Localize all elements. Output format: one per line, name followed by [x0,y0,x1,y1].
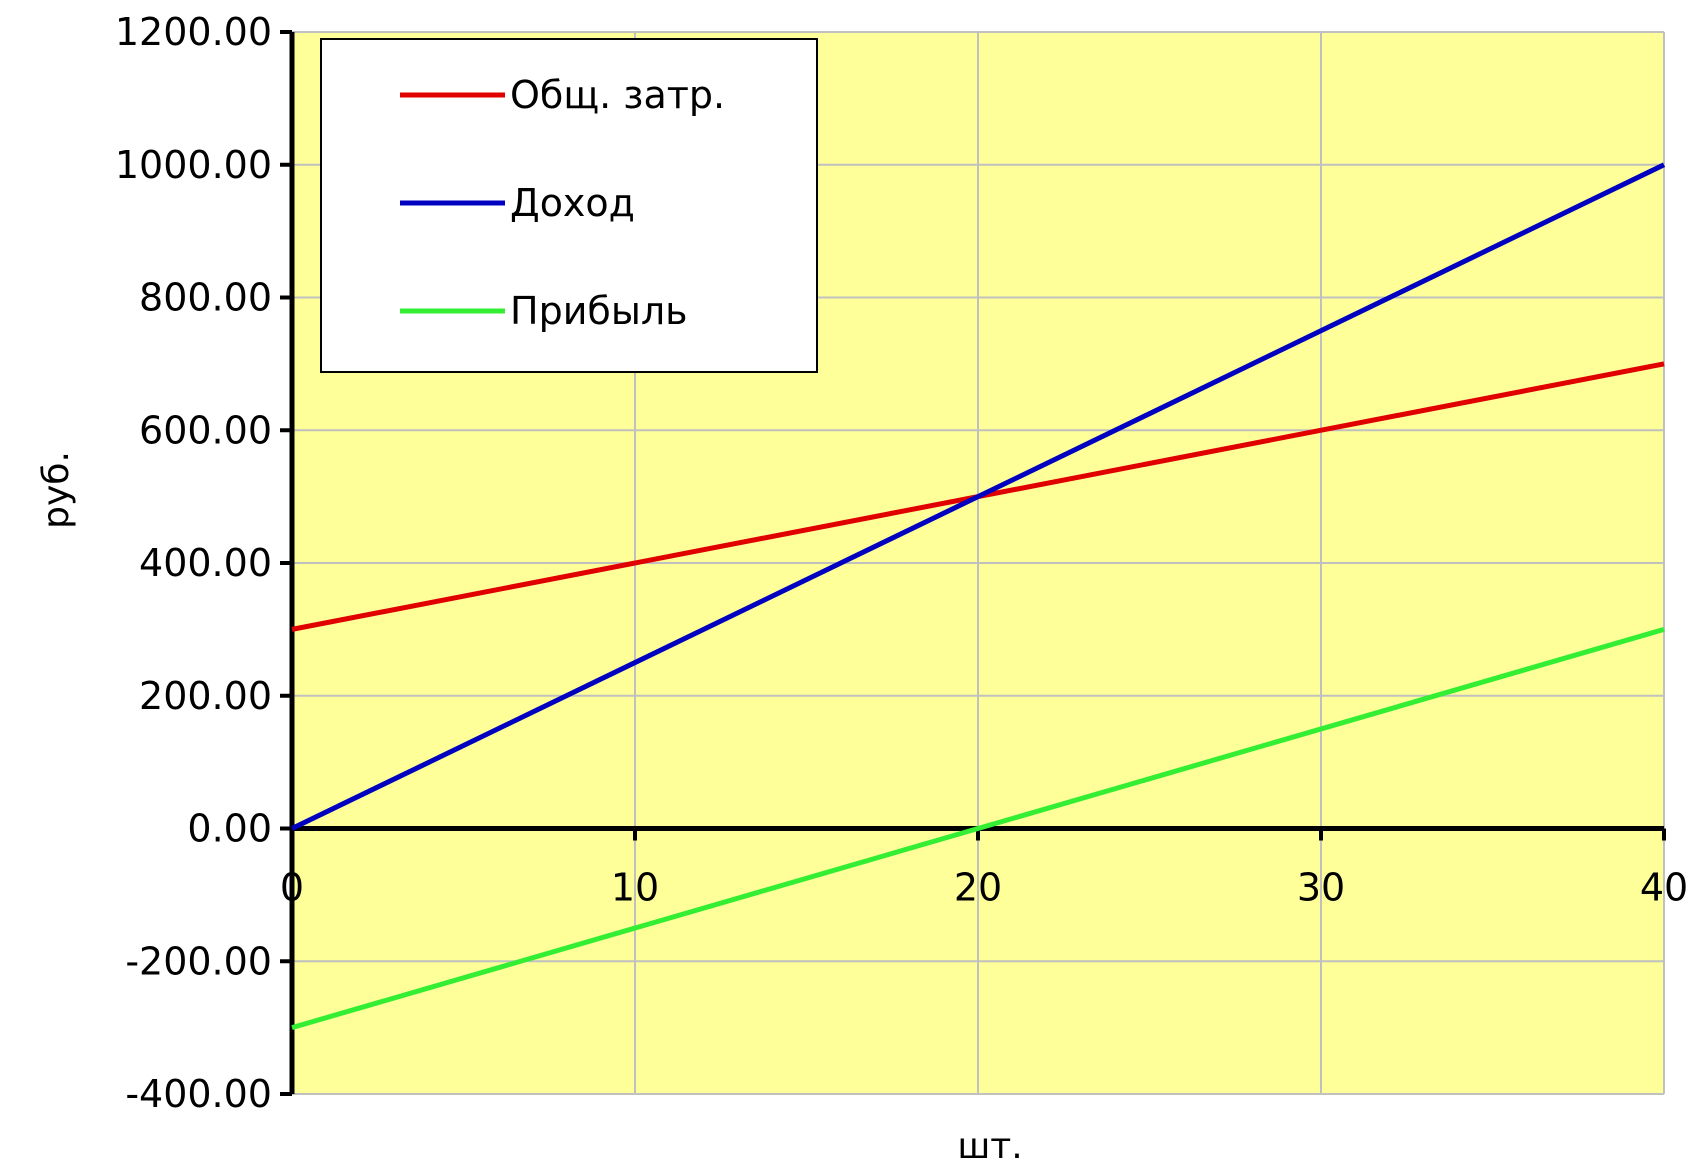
legend-label-2: Прибыль [510,289,688,333]
series-line-1 [290,162,1666,831]
y-tick-label: 600.00 [139,408,272,452]
y-tick-label: 1000.00 [115,143,272,187]
y-tick-label: -400.00 [125,1072,272,1116]
x-tick-label: 0 [280,866,304,910]
legend-label-0: Общ. затр. [510,73,725,117]
x-tick-label: 20 [954,866,1002,910]
y-tick-label: 0.00 [187,807,272,851]
y-axis-label: руб. [36,451,77,529]
series-line-2 [291,626,1665,1031]
y-tick-label: 800.00 [139,276,272,320]
x-tick-label: 10 [611,866,659,910]
legend-label-1: Доход [510,181,635,225]
y-tick-label: 1200.00 [115,10,272,54]
y-tick-label: 400.00 [139,541,272,585]
series-lines [290,162,1666,1031]
x-axis-label: шт. [957,1126,1022,1167]
y-tick-label: -200.00 [125,939,272,983]
tick-labels: -400.00 -200.00 0.00 200.00 400.00 600.00 800.… [115,10,1688,1116]
x-tick-label: 40 [1640,866,1688,910]
x-tick-label: 30 [1297,866,1345,910]
legend: Общ. затр. Доход Прибыль [320,38,818,373]
y-tick-label: 200.00 [139,674,272,718]
